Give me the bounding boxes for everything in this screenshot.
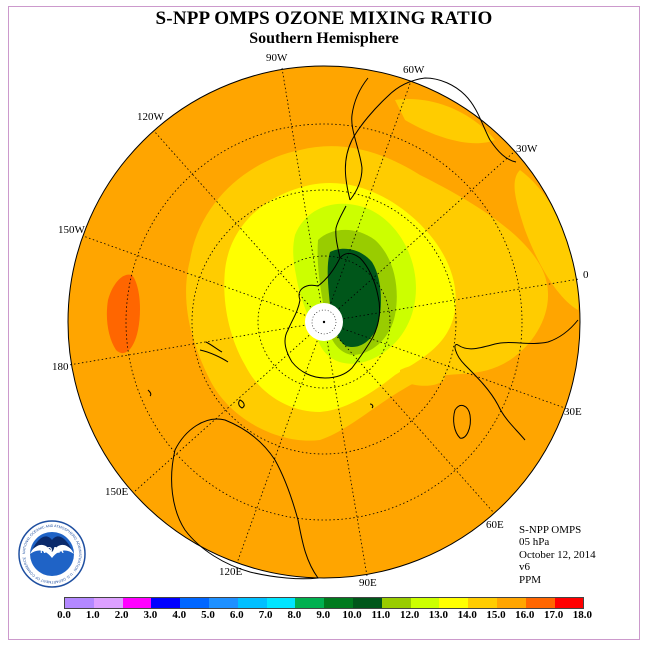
colorbar-tick-label: 11.0 [371,609,391,621]
colorbar [64,597,585,609]
colorbar-tick-label: 8.0 [287,609,302,621]
colorbar-swatch [93,598,123,608]
south-america-west-coast [349,77,369,201]
colorbar-tick-label: 5.0 [201,609,215,621]
colorbar-swatch [324,598,353,608]
lon-label-0: 0 [583,269,589,281]
map-border [67,65,581,579]
colorbar-swatch [554,598,584,608]
lon-label-60w: 60W [403,64,425,76]
colorbar-tick-label: 1.0 [85,609,100,621]
colorbar-swatch [266,598,296,608]
colorbar-swatch [525,598,555,608]
colorbar-tick-label: 2.0 [114,609,129,621]
ozone-band-15-16 [106,274,140,354]
colorbar-swatch [496,598,526,608]
figure-title: S-NPP OMPS OZONE MIXING RATIO [155,8,493,29]
australia-coastline [171,418,319,580]
colorbar-swatch [352,598,382,608]
ozone-band-13-14-east [514,170,579,310]
ozone-band-13-14-northeast [395,99,495,144]
meridians [68,67,580,577]
lon-label-180: 180 [52,361,69,373]
lon-label-120e: 120E [219,566,243,578]
noaa-logo-text: NOAA [40,546,64,555]
colorbar-tick-label: 9.0 [316,609,331,621]
colorbar-swatch [468,598,497,608]
colorbar-swatch [295,598,325,608]
lon-label-150w: 150W [58,224,86,236]
tasmania-coastline [238,399,245,409]
info-level: 05 hPa [519,536,550,549]
colorbar-swatch [237,598,267,608]
colorbar-swatch [208,598,238,608]
africa-coastline [454,319,579,441]
colorbar-tick-label: 17.0 [543,609,564,621]
south-america-coastline [344,77,517,201]
info-units: PPM [519,573,542,586]
colorbar-tick-label: 0.0 [57,609,71,621]
lon-label-30w: 30W [516,143,538,155]
lon-label-90e: 90E [359,577,377,589]
madagascar-coastline [453,404,471,439]
colorbar-ticks: 0.0 1.0 2.0 3.0 4.0 5.0 6.0 7.0 8.0 9.0 10.0 11.0 12… [56,609,596,623]
colorbar-swatch [65,598,94,608]
pacific-island [147,389,152,397]
lon-label-90w: 90W [266,52,288,64]
colorbar-tick-label: 16.0 [515,609,535,621]
colorbar-swatch [122,598,152,608]
subantarctic-island [369,403,374,409]
lon-label-120w: 120W [137,111,165,123]
colorbar-swatch [439,598,469,608]
info-instrument: S-NPP OMPS [519,524,582,536]
lon-label-30e: 30E [564,406,582,418]
lon-label-60e: 60E [486,519,504,531]
info-block: S-NPP OMPS 05 hPa October 12, 2014 v6 PP… [519,524,596,586]
colorbar-tick-label: 12.0 [399,609,420,621]
colorbar-swatch [180,598,209,608]
colorbar-swatch [151,598,181,608]
antarctic-peninsula [335,205,347,259]
colorbar-tick-label: 3.0 [143,609,158,621]
colorbar-tick-label: 13.0 [428,609,449,621]
colorbar-tick-label: 6.0 [229,609,244,621]
ozone-band-13-14-pocket [400,364,445,386]
info-version: v6 [519,561,530,574]
lon-label-150e: 150E [105,486,129,498]
info-date: October 12, 2014 [519,548,596,561]
land-outlines [147,77,579,580]
colorbar-swatch [410,598,440,608]
colorbar-swatch [381,598,411,608]
figure-subtitle: Southern Hemisphere [249,30,399,47]
colorbar-tick-label: 4.0 [172,609,187,621]
colorbar-tick-label: 14.0 [457,609,477,621]
noaa-logo: NOAA NATIONAL OCEANIC AND ATMOSPHERIC AD… [18,520,86,588]
colorbar-tick-label: 18.0 [572,609,593,621]
south-pole-point [322,320,326,324]
colorbar-tick-label: 10.0 [342,609,362,621]
latitude-circles [125,123,523,521]
colorbar-tick-label: 15.0 [486,609,506,621]
figure-frame [8,6,640,640]
colorbar-tick-label: 7.0 [258,609,273,621]
antarctica-coastline [284,253,381,379]
new-zealand-coastline [199,341,229,363]
pole-circle [311,309,337,335]
